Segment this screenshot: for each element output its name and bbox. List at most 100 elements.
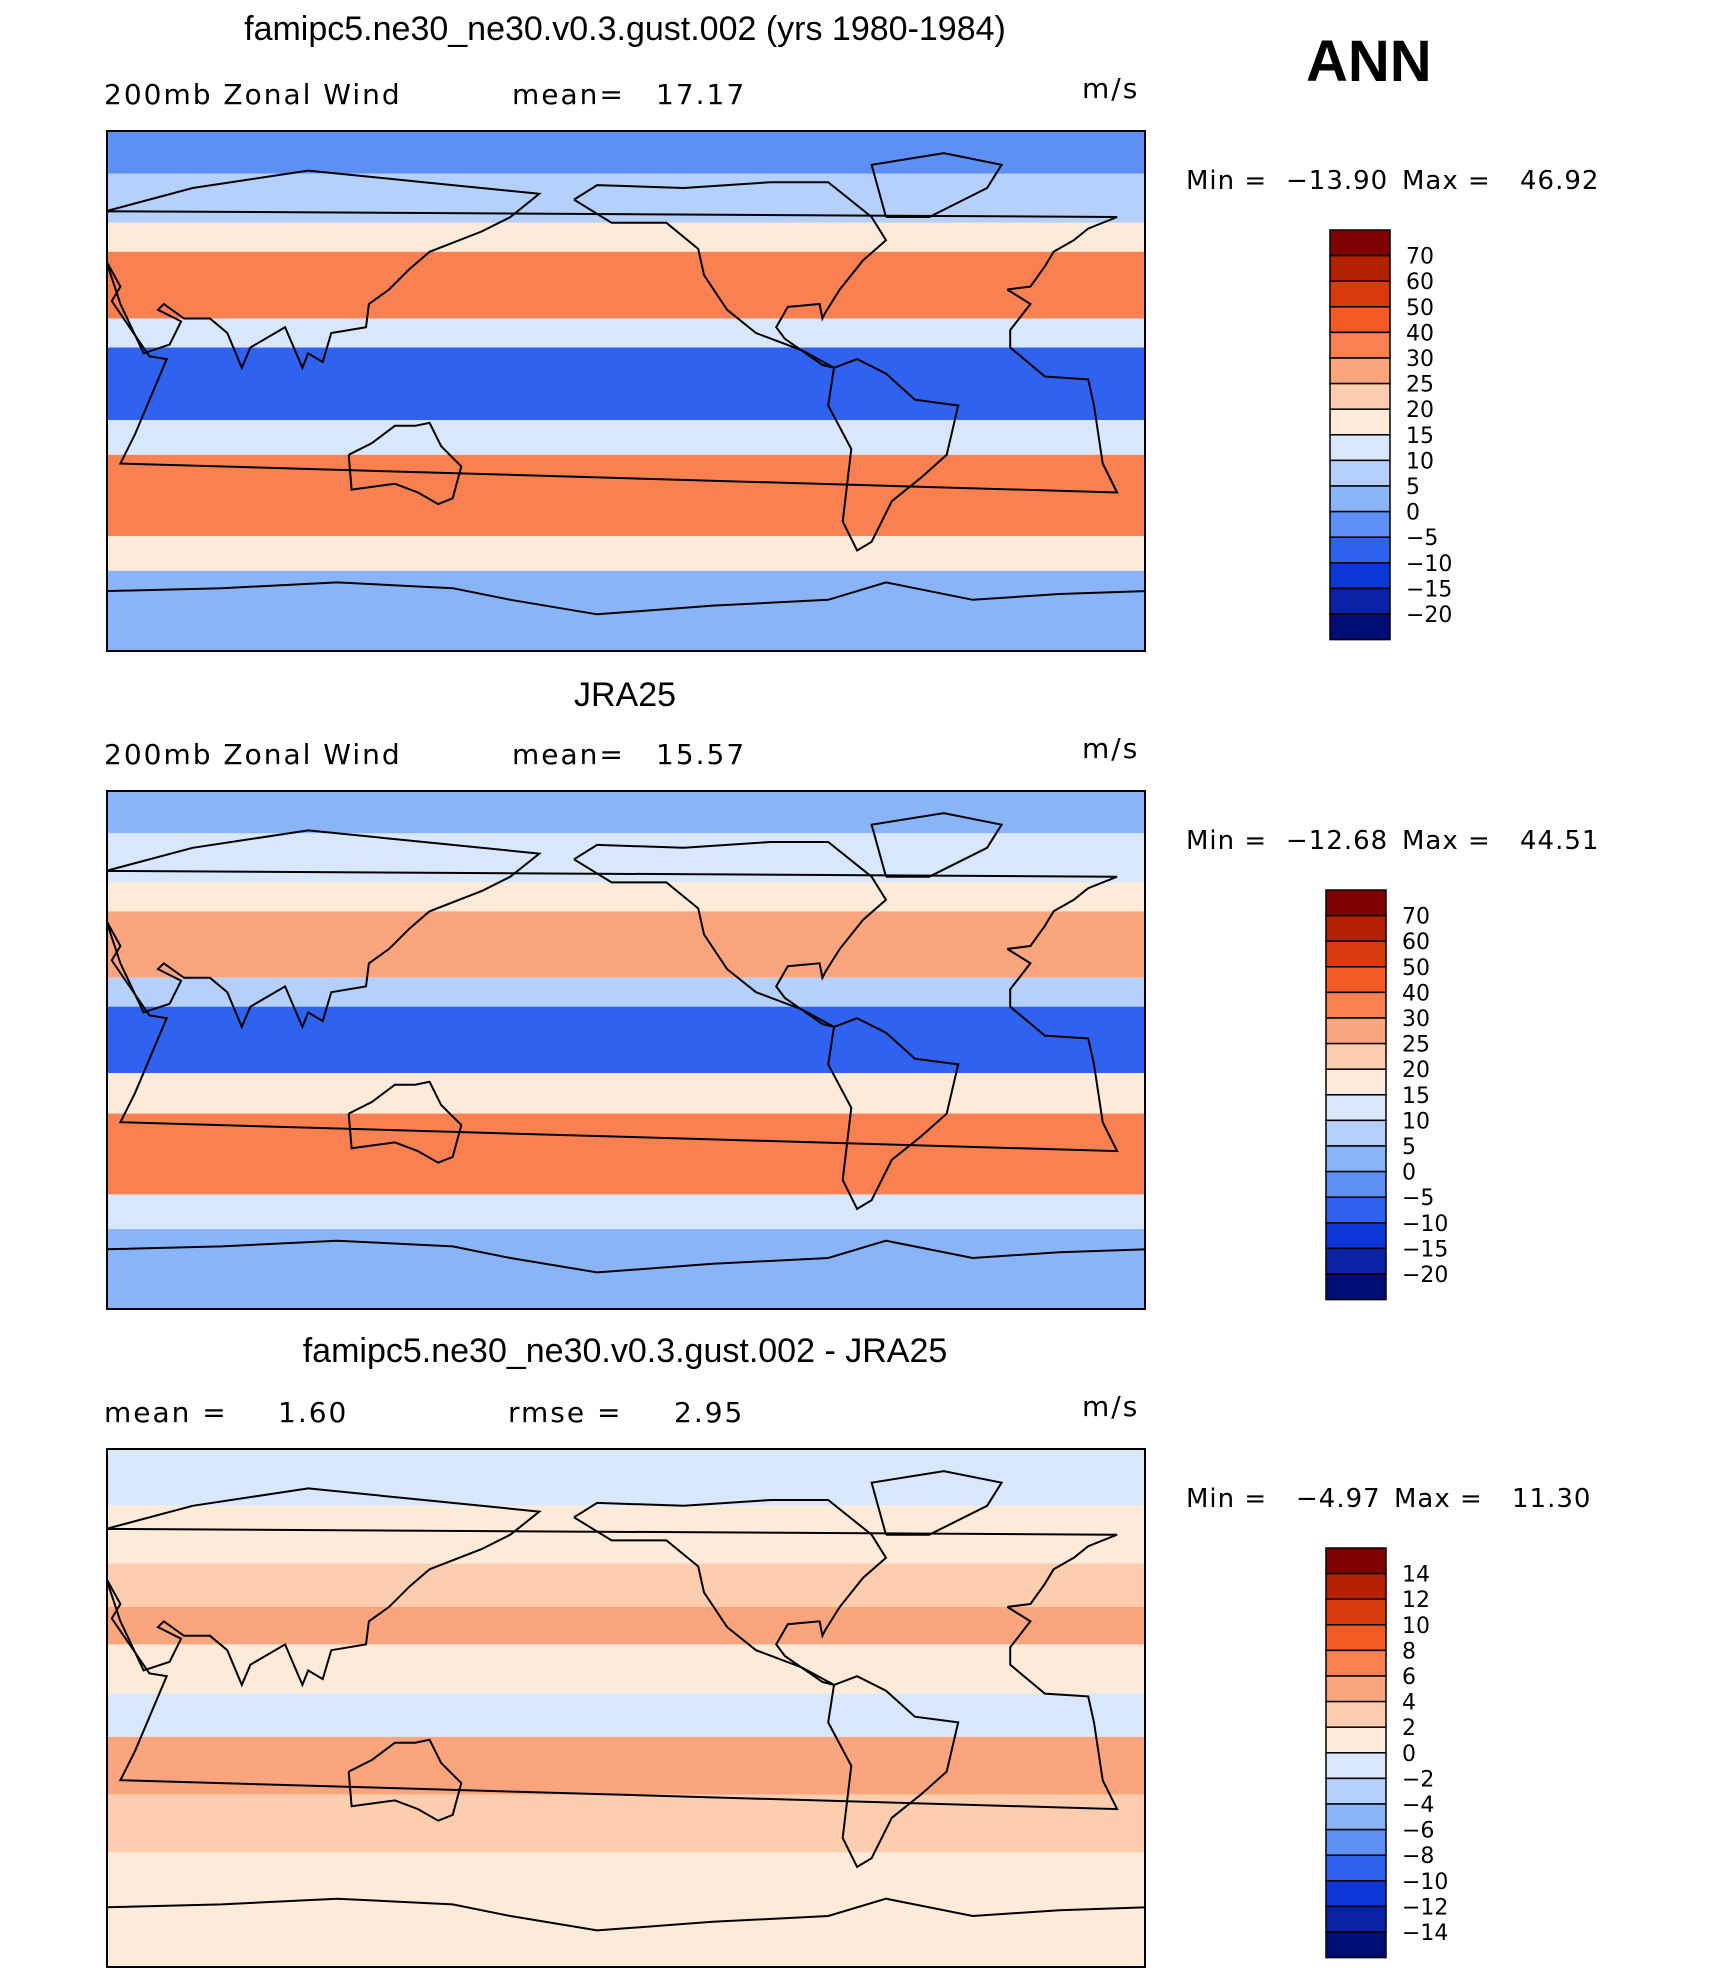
panel-1-min-label: Min =	[1186, 166, 1268, 196]
colorbar-tick-label: −4	[1402, 1793, 1434, 1818]
coastline	[106, 1897, 1146, 1932]
colorbar-tick-label: −2	[1402, 1767, 1434, 1792]
field-band	[106, 1194, 1146, 1230]
panel-3-min-value: −4.97	[1296, 1484, 1381, 1514]
colorbar-tick-label: 14	[1402, 1563, 1430, 1588]
colorbar-swatch	[1325, 1094, 1387, 1122]
colorbar-tick-label: 8	[1402, 1639, 1416, 1664]
coastline	[106, 1239, 1146, 1274]
panel-1-min-value: −13.90	[1286, 166, 1389, 196]
colorbar-swatch	[1325, 940, 1387, 968]
field-band	[106, 1606, 1146, 1645]
coastline	[870, 812, 1004, 878]
colorbar-tick-label: 50	[1402, 956, 1430, 981]
coastline	[870, 152, 1004, 218]
colorbar-tick-label: 10	[1402, 1614, 1430, 1639]
colorbar-swatch	[1329, 254, 1391, 282]
colorbar-tick-label: −10	[1406, 552, 1452, 577]
colorbar-swatch	[1325, 1752, 1387, 1780]
panel-3-rmse-value: 2.95	[674, 1396, 745, 1429]
colorbar-tick-label: 20	[1406, 398, 1434, 423]
colorbar-tick-label: 70	[1406, 245, 1434, 270]
colorbar-tick-label: 2	[1402, 1716, 1416, 1741]
colorbar-tick-label: 60	[1402, 930, 1430, 955]
field-band	[106, 977, 1146, 1007]
colorbar-swatch	[1325, 1068, 1387, 1096]
colorbar-tick-label: 25	[1402, 1033, 1430, 1058]
field-band	[106, 251, 1146, 319]
colorbar-swatch	[1329, 510, 1391, 538]
colorbar-swatch	[1329, 485, 1391, 513]
map-frame	[106, 1448, 1146, 1968]
colorbar-tick-label: 12	[1402, 1588, 1430, 1613]
colorbar-swatch	[1329, 562, 1391, 590]
colorbar-tick-label: 6	[1402, 1665, 1416, 1690]
panel-1-title: famipc5.ne30_ne30.v0.3.gust.002 (yrs 198…	[244, 10, 1006, 48]
coastline	[827, 358, 960, 552]
panel-2-units: m/s	[1082, 732, 1140, 765]
colorbar-swatch	[1325, 1598, 1387, 1626]
colorbar-tick-label: −8	[1402, 1844, 1434, 1869]
field-band	[106, 1563, 1146, 1607]
colorbar-swatch	[1329, 613, 1391, 641]
colorbar-swatch	[1325, 991, 1387, 1019]
colorbar-tick-label: 70	[1402, 905, 1430, 930]
colorbar-swatch	[1329, 382, 1391, 410]
colorbar-swatch	[1325, 1828, 1387, 1856]
colorbar-swatch	[1329, 434, 1391, 462]
panel-3-max-value: 11.30	[1512, 1484, 1592, 1514]
colorbar-tick-label: −15	[1406, 577, 1452, 602]
panel-2-field-label: 200mb Zonal Wind	[104, 738, 402, 771]
colorbar-swatch	[1325, 966, 1387, 994]
colorbar-swatch	[1325, 1931, 1387, 1959]
colorbar-tick-label: −5	[1406, 526, 1438, 551]
colorbar-swatch	[1325, 1854, 1387, 1882]
colorbar-swatch	[1325, 1119, 1387, 1147]
colorbar-swatch	[1329, 536, 1391, 564]
colorbar-tick-label: −10	[1402, 1870, 1448, 1895]
colorbar-swatch	[1329, 587, 1391, 615]
coastline	[347, 421, 463, 506]
colorbar-swatch	[1325, 1017, 1387, 1045]
panel-2-max-label: Max =	[1402, 826, 1491, 856]
colorbar-swatch	[1329, 408, 1391, 436]
colorbar-tick-label: 25	[1406, 373, 1434, 398]
colorbar-tick-label: 30	[1402, 1007, 1430, 1032]
colorbar-tick-label: −20	[1402, 1263, 1448, 1288]
colorbar-swatch	[1325, 1273, 1387, 1301]
coastline	[106, 1487, 542, 1688]
colorbar-tick-label: 5	[1406, 475, 1420, 500]
field-band	[106, 536, 1146, 571]
field-band	[106, 1794, 1146, 1853]
colorbar-swatch	[1325, 1880, 1387, 1908]
colorbar-tick-label: −10	[1402, 1212, 1448, 1237]
colorbar-tick-label: 15	[1402, 1084, 1430, 1109]
panel-1-mean-value: 17.17	[656, 78, 747, 111]
field-band	[106, 1736, 1146, 1795]
field-band	[106, 1910, 1146, 1968]
map-frame	[106, 130, 1146, 652]
field-band	[106, 1693, 1146, 1737]
colorbar-swatch	[1325, 1170, 1387, 1198]
panel-2-max-value: 44.51	[1520, 826, 1600, 856]
coastline	[106, 869, 1119, 1153]
colorbar-swatch	[1325, 1624, 1387, 1652]
colorbar-tick-label: −14	[1402, 1921, 1448, 1946]
colorbar-swatch	[1325, 889, 1387, 917]
panel-2-mean-label: mean=	[512, 738, 625, 771]
panel-1-mean-label: mean=	[512, 78, 625, 111]
colorbar-tick-label: −6	[1402, 1819, 1434, 1844]
colorbar-swatch	[1325, 1649, 1387, 1677]
field-band	[106, 1073, 1146, 1114]
coastline	[347, 1738, 463, 1822]
colorbar-swatch	[1325, 1222, 1387, 1250]
panel-2-map	[106, 790, 1146, 1310]
field-band	[106, 222, 1146, 252]
colorbar-tick-label: 30	[1406, 347, 1434, 372]
colorbar-tick-label: 60	[1406, 270, 1434, 295]
colorbar-swatch	[1325, 1905, 1387, 1933]
colorbar-swatch	[1329, 280, 1391, 308]
coastline	[827, 1675, 960, 1869]
